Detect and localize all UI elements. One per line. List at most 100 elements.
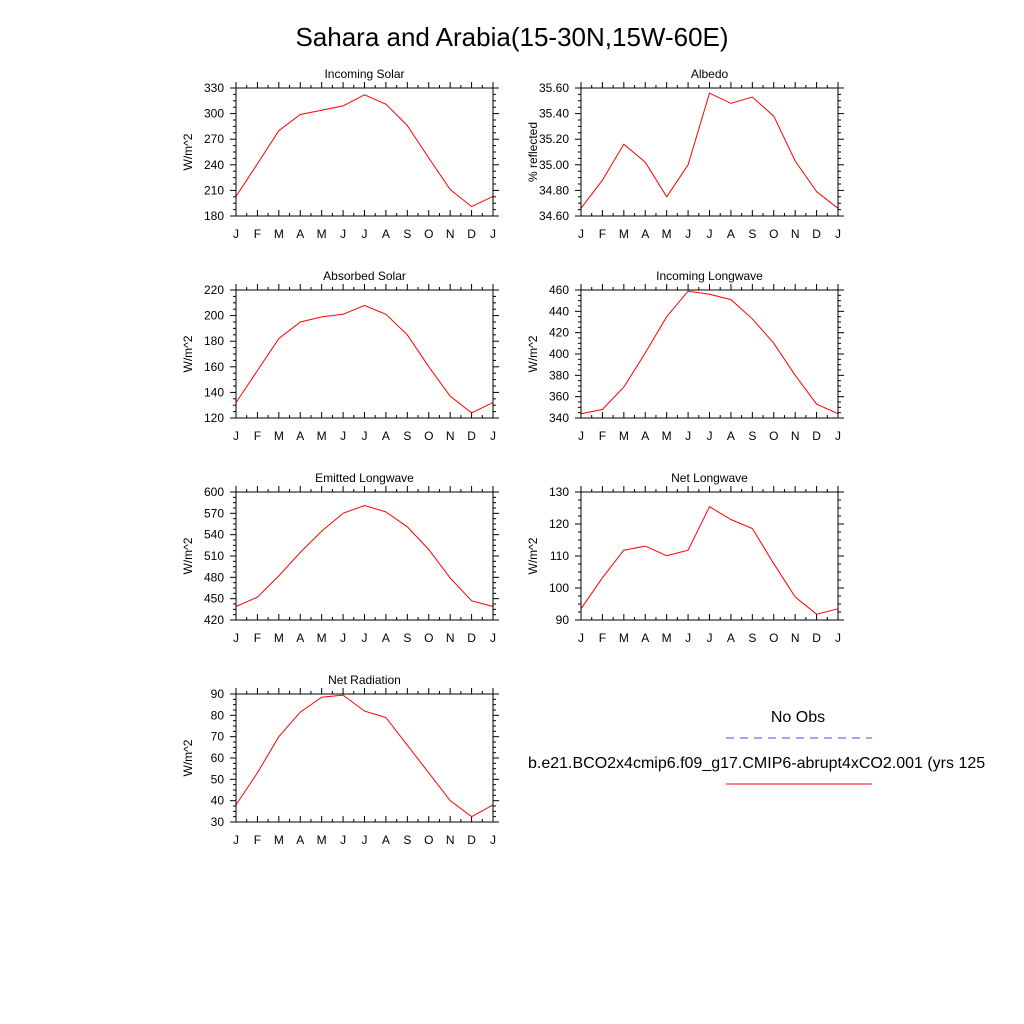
emitted-longwave-xtick-label: O [424, 631, 433, 645]
incoming-longwave-ytick-label: 340 [549, 411, 569, 425]
net-longwave-xtick-label: A [727, 631, 735, 645]
incoming-solar-xtick-label: M [317, 227, 327, 241]
incoming-longwave-xtick-label: A [727, 429, 735, 443]
albedo-series-line [580, 92, 839, 209]
emitted-longwave-xtick-label: J [490, 631, 496, 645]
incoming-solar-xtick-label: A [382, 227, 390, 241]
emitted-longwave-ytick-label: 450 [204, 592, 224, 606]
incoming-solar-ytick-label: 180 [204, 209, 224, 223]
net-radiation-title: Net Radiation [328, 673, 401, 687]
albedo-ylabel: % reflected [526, 122, 540, 182]
absorbed-solar-ytick-label: 120 [204, 411, 224, 425]
incoming-solar-ytick-label: 300 [204, 107, 224, 121]
incoming-solar-xtick-label: O [424, 227, 433, 241]
net-longwave-ytick-label: 100 [549, 581, 569, 595]
net-radiation-xtick-label: A [382, 833, 390, 847]
legend-obs-label: No Obs [771, 709, 825, 726]
net-radiation-xtick-label: N [446, 833, 455, 847]
incoming-solar-ytick-label: 330 [204, 81, 224, 95]
incoming-longwave-xtick-label: J [835, 429, 841, 443]
net-radiation-xtick-label: J [233, 833, 239, 847]
absorbed-solar-ytick-label: 140 [204, 385, 224, 399]
absorbed-solar-xtick-label: J [490, 429, 496, 443]
absorbed-solar-ytick-label: 160 [204, 360, 224, 374]
incoming-longwave-ytick-label: 420 [549, 326, 569, 340]
albedo-ytick-label: 35.40 [539, 107, 569, 121]
absorbed-solar-xtick-label: O [424, 429, 433, 443]
albedo-xtick-label: S [748, 227, 756, 241]
net-radiation-ylabel: W/m^2 [181, 739, 195, 776]
albedo-ytick-label: 35.20 [539, 132, 569, 146]
absorbed-solar-ytick-label: 180 [204, 334, 224, 348]
net-longwave-xtick-label: F [599, 631, 606, 645]
net-longwave-ytick-label: 130 [549, 485, 569, 499]
albedo-xtick-label: N [791, 227, 800, 241]
net-radiation-frame [235, 693, 494, 823]
absorbed-solar-xtick-label: J [340, 429, 346, 443]
incoming-solar-xtick-label: M [274, 227, 284, 241]
incoming-solar-frame [235, 87, 494, 217]
albedo-xtick-label: J [835, 227, 841, 241]
albedo-xtick-label: A [727, 227, 735, 241]
incoming-solar-ytick-label: 270 [204, 132, 224, 146]
incoming-longwave-xtick-label: O [769, 429, 778, 443]
absorbed-solar-ylabel: W/m^2 [181, 335, 195, 372]
incoming-longwave-ylabel: W/m^2 [526, 335, 540, 372]
emitted-longwave-ytick-label: 600 [204, 485, 224, 499]
net-longwave-xtick-label: A [641, 631, 649, 645]
net-longwave-xtick-label: M [619, 631, 629, 645]
net-radiation-xtick-label: S [403, 833, 411, 847]
incoming-longwave-xtick-label: D [812, 429, 821, 443]
absorbed-solar-xtick-label: A [296, 429, 304, 443]
net-radiation-ytick-label: 70 [211, 730, 225, 744]
incoming-solar-xtick-label: F [254, 227, 261, 241]
net-longwave-ytick-label: 120 [549, 517, 569, 531]
emitted-longwave-ytick-label: 510 [204, 549, 224, 563]
net-radiation-series-line [235, 694, 494, 818]
incoming-longwave-xtick-label: A [641, 429, 649, 443]
emitted-longwave-xtick-label: D [467, 631, 476, 645]
incoming-longwave-ytick-label: 380 [549, 368, 569, 382]
net-longwave-xtick-label: J [685, 631, 691, 645]
net-longwave-xtick-label: N [791, 631, 800, 645]
incoming-solar-xtick-label: A [296, 227, 304, 241]
incoming-solar-xtick-label: J [362, 227, 368, 241]
incoming-longwave-series-line [580, 290, 839, 415]
net-longwave-ylabel: W/m^2 [526, 537, 540, 574]
absorbed-solar-ytick-label: 220 [204, 283, 224, 297]
incoming-longwave-xtick-label: J [685, 429, 691, 443]
net-radiation-xtick-label: J [490, 833, 496, 847]
net-longwave-xtick-label: D [812, 631, 821, 645]
incoming-longwave-frame [580, 289, 839, 419]
net-longwave-ytick-label: 90 [556, 613, 570, 627]
emitted-longwave-xtick-label: J [233, 631, 239, 645]
incoming-longwave-ytick-label: 360 [549, 390, 569, 404]
absorbed-solar-frame [235, 289, 494, 419]
incoming-solar-title: Incoming Solar [324, 67, 404, 81]
net-radiation-xtick-label: D [467, 833, 476, 847]
albedo-xtick-label: O [769, 227, 778, 241]
legend: No Obs b.e21.BCO2x4cmip6.f09_g17.CMIP6-a… [528, 709, 985, 785]
incoming-longwave-xtick-label: S [748, 429, 756, 443]
legend-model-label: b.e21.BCO2x4cmip6.f09_g17.CMIP6-abrupt4x… [528, 755, 985, 772]
net-radiation-ytick-label: 30 [211, 815, 225, 829]
albedo-xtick-label: M [619, 227, 629, 241]
net-radiation-xtick-label: M [274, 833, 284, 847]
albedo-ytick-label: 34.60 [539, 209, 569, 223]
incoming-solar-ylabel: W/m^2 [181, 133, 195, 170]
net-longwave-xtick-label: J [835, 631, 841, 645]
absorbed-solar-xtick-label: D [467, 429, 476, 443]
emitted-longwave-ytick-label: 480 [204, 570, 224, 584]
net-radiation-xtick-label: M [317, 833, 327, 847]
albedo-ytick-label: 35.60 [539, 81, 569, 95]
emitted-longwave-xtick-label: M [274, 631, 284, 645]
incoming-solar-xtick-label: J [490, 227, 496, 241]
net-longwave-xtick-label: S [748, 631, 756, 645]
net-longwave-xtick-label: J [578, 631, 584, 645]
